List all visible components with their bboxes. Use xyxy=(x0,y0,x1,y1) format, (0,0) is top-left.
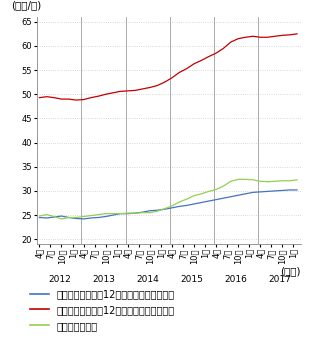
Text: 2017: 2017 xyxy=(269,275,291,284)
Text: 2015: 2015 xyxy=(180,275,203,284)
Text: (万円/㎡): (万円/㎡) xyxy=(11,0,41,10)
Text: 2012: 2012 xyxy=(48,275,71,284)
Text: 2016: 2016 xyxy=(224,275,247,284)
Text: 2014: 2014 xyxy=(136,275,159,284)
Text: 2013: 2013 xyxy=(92,275,115,284)
Legend: 中古マンション（12カ月後方移動平均値）, 新築マンション（12カ月後方移動平均値）, 新築と中古の差: 中古マンション（12カ月後方移動平均値）, 新築マンション（12カ月後方移動平均… xyxy=(30,289,175,331)
Text: (年度): (年度) xyxy=(280,266,301,276)
